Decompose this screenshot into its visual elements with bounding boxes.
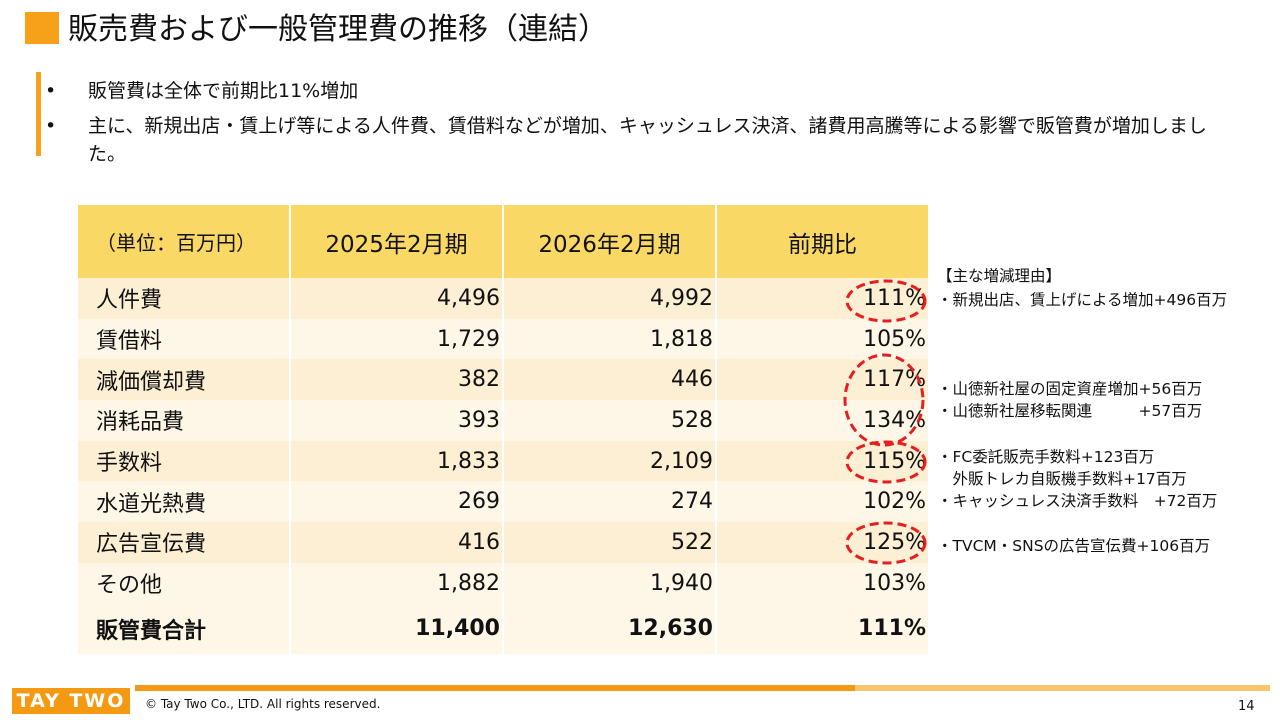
row-label: 人件費: [78, 278, 290, 319]
number-cell: 111%: [715, 278, 928, 319]
row-label: 水道光熱費: [78, 481, 290, 523]
header-cell: 2025年2月期: [289, 205, 503, 278]
number-cell: 105%: [715, 318, 928, 360]
row-label: 賃借料: [78, 318, 290, 360]
note-item: ・FC委託販売手数料+123百万: [937, 448, 1155, 466]
number-cell: 269: [289, 481, 503, 523]
highlight-ellipse: [845, 440, 927, 484]
number-cell: 115%: [715, 440, 928, 482]
bullet-bar: [36, 72, 41, 156]
table-row: 広告宣伝費 416 522 125%: [78, 522, 928, 563]
copyright: © Tay Two Co., LTD. All rights reserved.: [145, 697, 381, 711]
number-cell: 1,818: [502, 318, 716, 360]
page-number: 14: [1238, 699, 1255, 714]
title-marker: [25, 12, 59, 44]
note-item: ・キャッシュレス決済手数料 +72百万: [937, 492, 1218, 510]
table-row: 消耗品費 393 528 134%: [78, 400, 928, 441]
header-cell: 前期比: [715, 205, 928, 278]
number-cell: 522: [502, 522, 716, 563]
note-item: ・山徳新社屋の固定資産増加+56百万: [937, 380, 1203, 398]
footer-bar: [855, 685, 1270, 691]
row-label: その他: [78, 562, 290, 604]
number-cell: 1,729: [289, 318, 503, 360]
bullet: • 販管費は全体で前期比11%増加: [45, 77, 358, 105]
highlight-ellipse: [843, 353, 925, 447]
table-row: 手数料 1,833 2,109 115%: [78, 440, 928, 482]
number-cell: 134%: [715, 400, 928, 441]
number-cell: 2,109: [502, 440, 716, 482]
number-cell: 1,940: [502, 562, 716, 604]
number-cell: 1,882: [289, 562, 503, 604]
logo: TAY TWO: [12, 688, 130, 714]
note-item: ・山徳新社屋移転関連 +57百万: [937, 402, 1203, 420]
table-row: 水道光熱費 269 274 102%: [78, 481, 928, 523]
bullet: • 主に、新規出店・賃上げ等による人件費、賃借料などが増加、キャッシュレス決済、諸…: [45, 112, 1207, 165]
bullet-text: 主に、新規出店・賃上げ等による人件費、賃借料などが増加、キャッシュレス決済、諸費…: [88, 115, 1207, 165]
number-cell: 1,833: [289, 440, 503, 482]
note-item: 外販トレカ自販機手数料+17百万: [937, 470, 1187, 488]
row-label: 広告宣伝費: [78, 522, 290, 563]
footer-bar: [135, 685, 855, 691]
row-label: 消耗品費: [78, 400, 290, 441]
sga-table: （単位：百万円） 2025年2月期 2026年2月期 前期比 人件費 4,496 4,992…: [78, 205, 928, 654]
table-row: 減価償却費 382 446 117%: [78, 359, 928, 401]
number-cell: 528: [502, 400, 716, 441]
header-row: （単位：百万円） 2025年2月期 2026年2月期 前期比: [78, 205, 928, 278]
total-row: 販管費合計 11,400 12,630 111%: [78, 603, 928, 654]
table-row: その他 1,882 1,940 103%: [78, 562, 928, 604]
note-item: ・新規出店、賃上げによる増加+496百万: [937, 291, 1228, 309]
number-cell: 117%: [715, 359, 928, 401]
table-row: 賃借料 1,729 1,818 105%: [78, 318, 928, 360]
row-label: 手数料: [78, 440, 290, 482]
note-item: ・TVCM・SNSの広告宣伝費+106百万: [937, 537, 1211, 555]
header-cell: 2026年2月期: [502, 205, 716, 278]
number-cell: 103%: [715, 562, 928, 604]
total-label: 販管費合計: [78, 603, 290, 654]
header-cell: （単位：百万円）: [78, 205, 290, 278]
number-cell: 125%: [715, 522, 928, 563]
row-label: 減価償却費: [78, 359, 290, 401]
number-cell: 382: [289, 359, 503, 401]
number-cell: 4,992: [502, 278, 716, 319]
total-cell: 11,400: [289, 603, 503, 654]
number-cell: 393: [289, 400, 503, 441]
total-cell: 12,630: [502, 603, 716, 654]
number-cell: 446: [502, 359, 716, 401]
title: 販売費および一般管理費の推移（連結）: [68, 12, 608, 47]
number-cell: 4,496: [289, 278, 503, 319]
bullet-text: 販管費は全体で前期比11%増加: [88, 80, 359, 102]
number-cell: 102%: [715, 481, 928, 523]
notes-heading: 【主な増減理由】: [937, 267, 1062, 285]
total-cell: 111%: [715, 603, 928, 654]
number-cell: 416: [289, 522, 503, 563]
table-row: 人件費 4,496 4,992 111%: [78, 278, 928, 319]
highlight-ellipse: [845, 521, 927, 565]
number-cell: 274: [502, 481, 716, 523]
highlight-ellipse: [845, 279, 927, 323]
